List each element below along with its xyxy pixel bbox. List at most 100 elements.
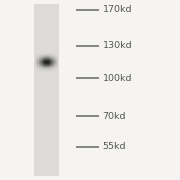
Bar bbox=[51, 66, 52, 67]
Bar bbox=[46, 64, 47, 65]
Bar bbox=[43, 53, 44, 54]
Bar bbox=[54, 57, 55, 58]
Bar bbox=[57, 62, 58, 63]
Bar bbox=[44, 70, 45, 71]
Bar bbox=[55, 64, 56, 65]
Bar bbox=[48, 53, 49, 54]
Bar bbox=[48, 67, 49, 68]
Bar bbox=[42, 60, 43, 61]
Bar bbox=[50, 55, 51, 56]
Bar bbox=[51, 59, 52, 60]
Bar bbox=[44, 69, 45, 70]
Bar bbox=[49, 55, 50, 56]
Bar bbox=[35, 65, 36, 66]
Bar bbox=[57, 53, 58, 54]
Bar bbox=[39, 64, 40, 65]
Bar bbox=[39, 55, 40, 56]
Bar bbox=[57, 60, 58, 61]
Bar bbox=[41, 64, 42, 65]
Bar bbox=[49, 67, 50, 68]
Bar bbox=[42, 56, 43, 57]
Bar bbox=[40, 53, 41, 54]
Bar bbox=[49, 65, 50, 66]
Bar bbox=[41, 60, 42, 61]
Bar bbox=[52, 65, 53, 66]
Bar bbox=[38, 58, 39, 59]
Bar bbox=[45, 54, 46, 55]
Bar bbox=[50, 58, 51, 59]
Bar bbox=[37, 61, 38, 62]
Bar bbox=[46, 65, 47, 66]
Bar bbox=[37, 60, 38, 61]
Bar bbox=[56, 69, 57, 70]
Bar bbox=[55, 53, 56, 54]
Bar bbox=[57, 68, 58, 69]
Bar bbox=[53, 59, 54, 60]
Bar bbox=[52, 63, 53, 64]
Bar bbox=[54, 69, 55, 70]
Bar bbox=[42, 58, 43, 59]
Bar bbox=[48, 56, 49, 57]
Bar bbox=[55, 60, 56, 61]
Bar bbox=[39, 59, 40, 60]
Bar bbox=[54, 70, 55, 71]
Bar bbox=[56, 54, 57, 55]
Bar bbox=[44, 58, 45, 59]
Bar bbox=[47, 54, 48, 55]
Bar bbox=[35, 59, 36, 60]
Bar bbox=[42, 61, 43, 62]
Bar bbox=[41, 54, 42, 55]
Bar bbox=[38, 54, 39, 55]
Bar bbox=[56, 68, 57, 69]
Bar bbox=[57, 57, 58, 58]
Bar bbox=[42, 53, 43, 54]
Bar bbox=[49, 59, 50, 60]
Bar bbox=[49, 62, 50, 63]
Bar bbox=[47, 64, 48, 65]
Bar bbox=[46, 68, 47, 69]
Bar bbox=[36, 54, 37, 55]
Bar bbox=[56, 53, 57, 54]
Bar bbox=[57, 61, 58, 62]
Text: 130kd: 130kd bbox=[103, 41, 132, 50]
Bar bbox=[36, 57, 37, 58]
Bar bbox=[45, 68, 46, 69]
Bar bbox=[51, 56, 52, 57]
Bar bbox=[46, 55, 47, 56]
Bar bbox=[57, 56, 58, 57]
Bar bbox=[52, 66, 53, 67]
Bar bbox=[56, 59, 57, 60]
Bar bbox=[53, 53, 54, 54]
Bar bbox=[47, 68, 48, 69]
Bar bbox=[45, 64, 46, 65]
Bar bbox=[40, 56, 41, 57]
Bar bbox=[47, 58, 48, 59]
Bar bbox=[35, 63, 36, 64]
Bar bbox=[51, 54, 52, 55]
Bar bbox=[45, 57, 46, 58]
Bar bbox=[41, 59, 42, 60]
Bar bbox=[42, 66, 43, 67]
Bar bbox=[38, 62, 39, 63]
Bar bbox=[46, 60, 47, 61]
Bar bbox=[37, 62, 38, 63]
Bar bbox=[48, 58, 49, 59]
Bar bbox=[51, 64, 52, 65]
Bar bbox=[39, 62, 40, 63]
Bar bbox=[37, 66, 38, 67]
Bar bbox=[54, 55, 55, 56]
Bar bbox=[57, 58, 58, 59]
Bar bbox=[45, 69, 46, 70]
Bar bbox=[50, 70, 51, 71]
Bar bbox=[37, 56, 38, 57]
Bar bbox=[45, 67, 46, 68]
Bar bbox=[36, 56, 37, 57]
Bar bbox=[50, 60, 51, 61]
Bar bbox=[51, 68, 52, 69]
Bar bbox=[53, 57, 54, 58]
Bar bbox=[53, 68, 54, 69]
Bar bbox=[44, 66, 45, 67]
Bar bbox=[56, 55, 57, 56]
Bar bbox=[44, 61, 45, 62]
Bar bbox=[47, 61, 48, 62]
